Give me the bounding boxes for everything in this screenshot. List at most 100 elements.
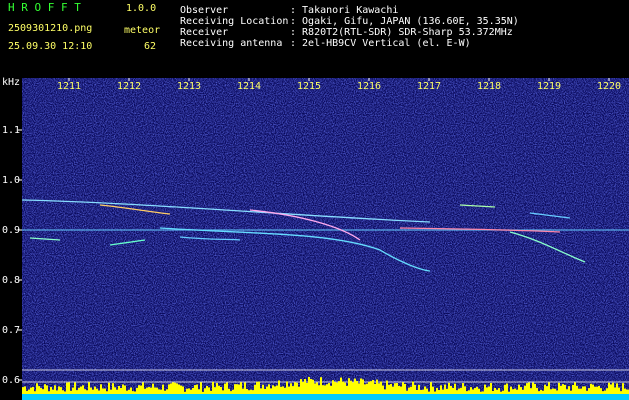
level-bar bbox=[344, 382, 346, 400]
level-bar bbox=[560, 385, 562, 400]
level-bar bbox=[448, 382, 450, 400]
level-bar bbox=[430, 382, 432, 400]
info-label: Receiver bbox=[180, 27, 228, 38]
level-bar bbox=[226, 382, 228, 400]
level-bar bbox=[388, 384, 390, 400]
level-bar bbox=[176, 383, 178, 400]
level-bar bbox=[322, 385, 324, 400]
level-bar bbox=[54, 385, 56, 400]
level-bar bbox=[418, 384, 420, 400]
level-bar bbox=[90, 387, 92, 400]
level-bar bbox=[392, 386, 394, 400]
level-bar bbox=[304, 379, 306, 400]
info-value: : Ogaki, Gifu, JAPAN (136.60E, 35.35N) bbox=[290, 16, 519, 27]
level-bar bbox=[414, 384, 416, 400]
level-bar bbox=[316, 382, 318, 400]
level-bar bbox=[590, 383, 592, 400]
level-bar bbox=[366, 383, 368, 400]
level-bar bbox=[294, 382, 296, 400]
y-tick-label: 1.0 bbox=[2, 175, 20, 186]
level-bar bbox=[374, 383, 376, 400]
info-value: : 2el-HB9CV Vertical (el. E-W) bbox=[290, 38, 471, 49]
level-bar bbox=[330, 385, 332, 400]
level-bar bbox=[326, 384, 328, 400]
level-bar bbox=[594, 386, 596, 400]
level-bar bbox=[214, 387, 216, 400]
level-bar bbox=[256, 381, 258, 400]
level-bar bbox=[262, 384, 264, 400]
level-bar bbox=[276, 385, 278, 400]
level-bar bbox=[266, 386, 268, 400]
level-bar bbox=[494, 387, 496, 400]
level-bar bbox=[142, 382, 144, 400]
level-bar bbox=[216, 382, 218, 400]
level-bar bbox=[32, 386, 34, 400]
level-bar bbox=[82, 385, 84, 400]
level-bar bbox=[288, 386, 290, 400]
level-bar bbox=[390, 383, 392, 400]
level-bar bbox=[612, 382, 614, 400]
level-bar bbox=[22, 387, 24, 400]
info-value: : Takanori Kawachi bbox=[290, 5, 398, 16]
level-bar bbox=[152, 383, 154, 400]
level-bar bbox=[94, 386, 96, 400]
level-bar bbox=[44, 384, 46, 400]
level-bar bbox=[352, 382, 354, 400]
level-bar bbox=[380, 381, 382, 400]
level-bar bbox=[244, 382, 246, 400]
level-bar bbox=[340, 377, 342, 400]
level-bar bbox=[444, 384, 446, 400]
level-bar bbox=[274, 386, 276, 400]
level-bar bbox=[80, 386, 82, 400]
level-bar bbox=[298, 386, 300, 400]
level-bar bbox=[332, 380, 334, 400]
level-bar bbox=[558, 382, 560, 400]
level-bar bbox=[218, 385, 220, 400]
level-bar bbox=[174, 382, 176, 400]
level-bar bbox=[258, 381, 260, 400]
info-label: Observer bbox=[180, 5, 228, 16]
level-bar bbox=[136, 387, 138, 400]
x-tick-label: 1217 bbox=[417, 81, 441, 92]
level-bar bbox=[334, 381, 336, 400]
level-bar bbox=[452, 387, 454, 400]
level-bar bbox=[354, 378, 356, 400]
level-bar bbox=[280, 386, 282, 400]
level-bar bbox=[122, 384, 124, 400]
level-bar bbox=[402, 382, 404, 400]
level-bar bbox=[162, 384, 164, 400]
level-bar bbox=[200, 382, 202, 400]
level-bar bbox=[206, 385, 208, 400]
level-bar bbox=[66, 382, 68, 400]
level-bar bbox=[342, 381, 344, 400]
x-tick-label: 1215 bbox=[297, 81, 321, 92]
level-bar bbox=[358, 383, 360, 400]
level-bar bbox=[356, 381, 358, 400]
level-bar bbox=[46, 385, 48, 400]
level-bar bbox=[400, 386, 402, 400]
y-tick-label: 0.7 bbox=[2, 325, 20, 336]
level-bar bbox=[36, 383, 38, 400]
level-bar bbox=[278, 380, 280, 400]
level-bar bbox=[78, 387, 80, 400]
level-bar bbox=[318, 385, 320, 400]
level-bar bbox=[470, 387, 472, 400]
level-bar bbox=[178, 384, 180, 400]
x-tick-label: 1220 bbox=[597, 81, 621, 92]
level-bar bbox=[528, 382, 530, 400]
level-bar bbox=[308, 376, 310, 400]
level-bar bbox=[72, 387, 74, 400]
level-bar bbox=[368, 381, 370, 400]
y-tick-label: 1.1 bbox=[2, 125, 20, 136]
level-bar bbox=[306, 382, 308, 400]
level-bar bbox=[286, 381, 288, 400]
level-bar bbox=[596, 386, 598, 400]
filename: 2509301210.png bbox=[8, 23, 92, 34]
level-bar bbox=[236, 384, 238, 400]
level-bar bbox=[476, 386, 478, 400]
meteor-count: 62 bbox=[144, 41, 156, 52]
level-bar bbox=[38, 386, 40, 400]
level-bar bbox=[474, 387, 476, 400]
level-bar bbox=[564, 384, 566, 400]
